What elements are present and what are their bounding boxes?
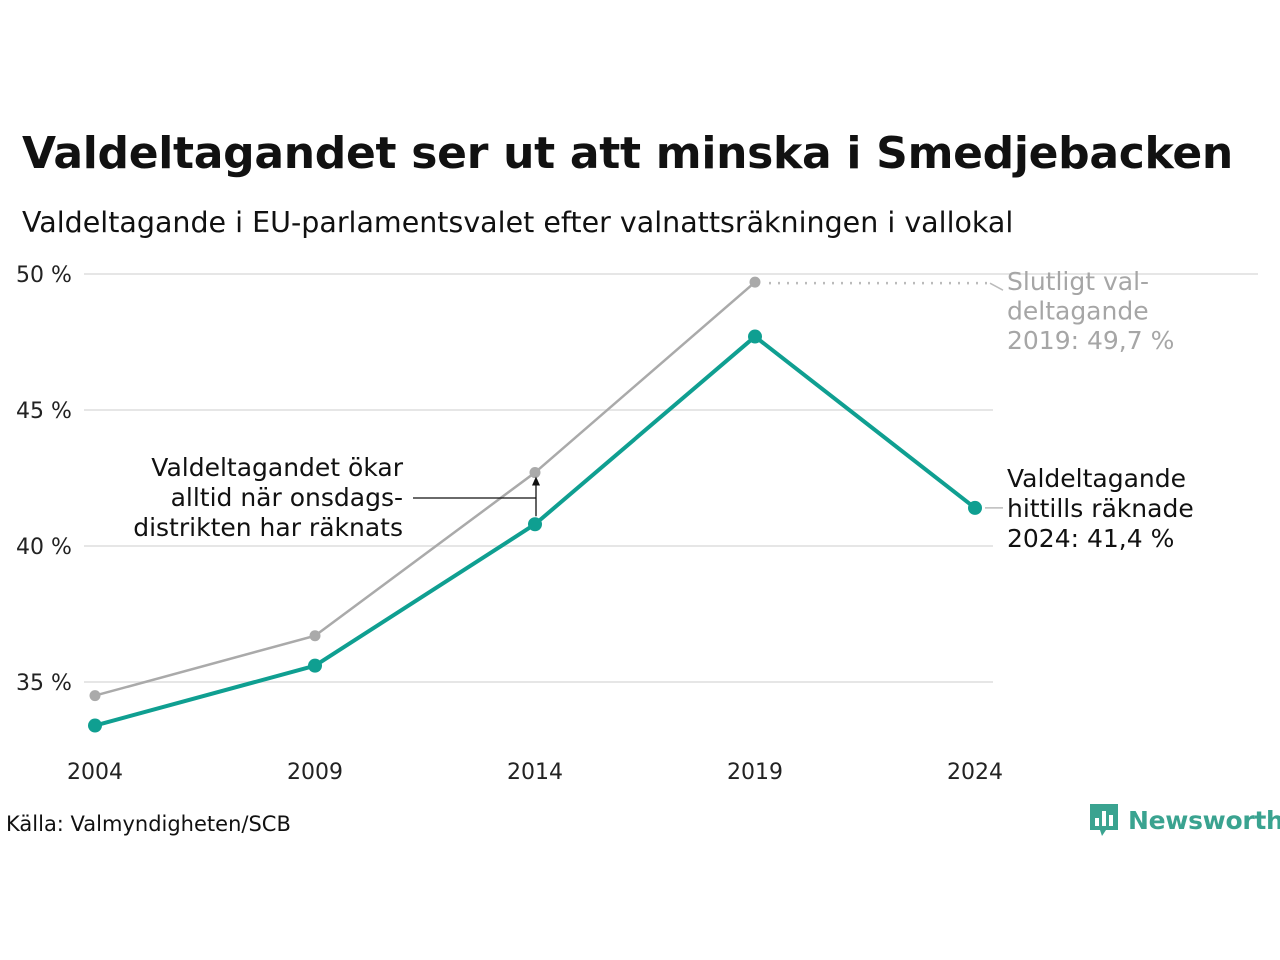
- data-point-election_night: [88, 718, 102, 733]
- note-arrow-head: [532, 476, 540, 486]
- y-tick-label: 45 %: [16, 399, 72, 424]
- chart-subtitle: Valdeltagande i EU-parlamentsvalet efter…: [22, 206, 1014, 239]
- series-line-final: [94, 281, 756, 697]
- data-point-election_night: [308, 658, 322, 673]
- data-point-final: [309, 630, 321, 642]
- data-point-election_night: [748, 329, 762, 344]
- x-tick-label: 2004: [67, 760, 123, 785]
- x-tick-label: 2014: [507, 760, 563, 785]
- increase-note-label: Valdeltagandet ökar: [151, 453, 403, 482]
- night-2024-label: 2024: 41,4 %: [1007, 524, 1174, 553]
- data-point-final: [89, 690, 101, 702]
- brand-logo: Newsworthy: [1088, 802, 1280, 838]
- final-2019-label: deltagande: [1007, 297, 1149, 326]
- y-tick-label: 40 %: [16, 535, 72, 560]
- y-tick-label: 35 %: [16, 671, 72, 696]
- final-2019-label: Slutligt val-: [1007, 267, 1149, 296]
- x-tick-label: 2009: [287, 760, 343, 785]
- series-group: [88, 276, 982, 733]
- increase-note-label: distrikten har räknats: [133, 513, 403, 542]
- source-note: Källa: Valmyndigheten/SCB: [6, 812, 291, 836]
- y-tick-label: 50 %: [16, 263, 72, 288]
- data-point-election_night: [968, 500, 982, 515]
- chart-title: Valdeltagandet ser ut att minska i Smedj…: [22, 128, 1233, 179]
- newsworthy-logo-icon: [1090, 804, 1118, 836]
- data-point-final: [749, 276, 761, 288]
- night-2024-label: hittills räknade: [1007, 494, 1194, 523]
- x-tick-label: 2024: [947, 760, 1003, 785]
- final-2019-label: 2019: 49,7 %: [1007, 326, 1174, 355]
- x-tick-label: 2019: [727, 760, 783, 785]
- gridlines: [84, 273, 1258, 683]
- y-axis-ticks: 35 % 40 % 45 % 50 %: [16, 263, 72, 696]
- increase-note-label: alltid när onsdags-: [171, 483, 403, 512]
- data-point-final: [529, 467, 541, 479]
- x-axis-ticks: 2004 2009 2014 2019 2024: [67, 760, 1003, 785]
- brand-name: Newsworthy: [1128, 805, 1280, 835]
- data-point-election_night: [528, 517, 542, 532]
- final-2019-leader-tick: [989, 282, 1004, 291]
- night-2024-label: Valdeltagande: [1007, 464, 1186, 493]
